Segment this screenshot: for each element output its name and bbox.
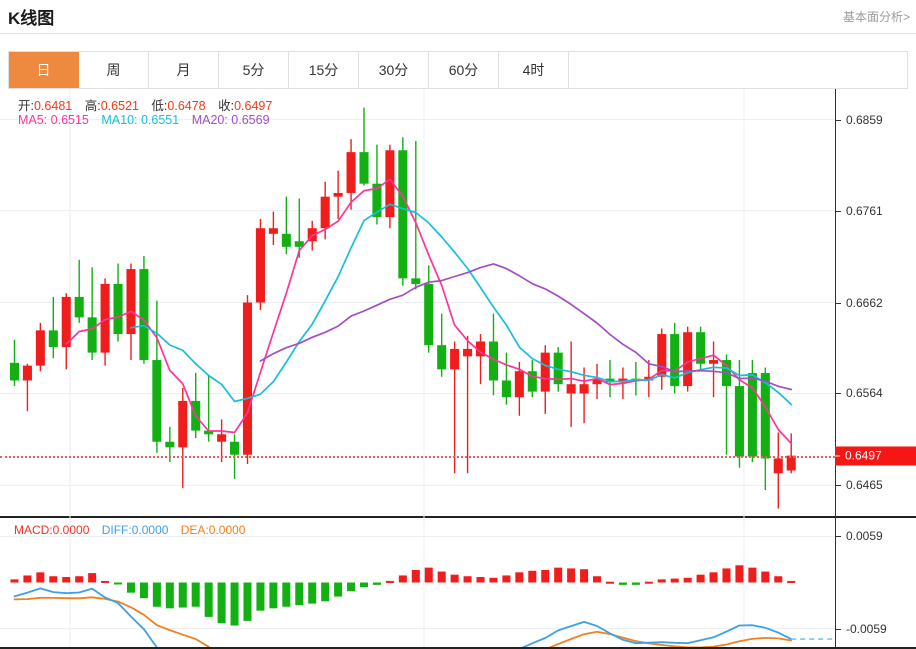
macd-axis: 0.0059 -0.0059 — [835, 516, 916, 649]
price-axis: 0.6859 0.6761 0.6662 0.6564 0.6465 — [835, 89, 916, 516]
ma5-legend-value: MA5: 0.6515 — [18, 113, 89, 127]
high-value: 0.6521 — [100, 99, 139, 113]
price-axis-tick — [836, 119, 841, 121]
price-svg — [0, 89, 835, 516]
diff-legend-value: DIFF:0.0000 — [101, 523, 169, 537]
tab-0[interactable]: 日 — [9, 52, 79, 88]
price-axis-label: 0.6859 — [846, 112, 883, 127]
timeframe-tabbar: 日 周 月 5分 15分 30分 60分 4时 — [8, 51, 908, 89]
macd-axis-label: -0.0059 — [846, 621, 887, 636]
page-header: K线图 基本面分析> — [0, 0, 916, 34]
tab-label: 30分 — [378, 62, 409, 78]
low-value: 0.6478 — [167, 99, 206, 113]
tab-label: 月 — [176, 62, 191, 78]
current-price-line — [0, 455, 835, 458]
tab-label: 周 — [106, 62, 121, 78]
price-panel: 开:0.6481 高:0.6521 低:0.6478 收:0.6497 MA5:… — [0, 89, 916, 516]
tab-2[interactable]: 月 — [149, 52, 219, 88]
fundamental-analysis-link[interactable]: 基本面分析> — [842, 10, 910, 24]
price-axis-tick — [836, 302, 841, 304]
tab-3[interactable]: 5分 — [219, 52, 289, 88]
current-price-value: 0.6497 — [845, 448, 882, 463]
tab-4[interactable]: 15分 — [289, 52, 359, 88]
price-axis-label: 0.6465 — [846, 478, 883, 493]
dea-legend-value: DEA:0.0000 — [180, 523, 246, 537]
tab-6[interactable]: 60分 — [429, 52, 499, 88]
macd-panel: MACD:0.0000 DIFF:0.0000 DEA:0.0000 0.005… — [0, 516, 916, 649]
price-axis-label: 0.6662 — [846, 295, 883, 310]
tab-label: 60分 — [448, 62, 479, 78]
close-value: 0.6497 — [234, 99, 273, 113]
ma20-legend-value: MA20: 0.6569 — [191, 113, 270, 127]
tab-label: 4时 — [522, 62, 545, 78]
high-label: 高: — [84, 99, 101, 113]
macd-axis-tick — [836, 536, 841, 538]
price-axis-label: 0.6761 — [846, 203, 883, 218]
price-axis-label: 0.6564 — [846, 386, 883, 401]
ma-legend: MA5: 0.6515 MA10: 0.6551 MA20: 0.6569 — [18, 113, 279, 127]
current-price-tag: 0.6497 — [835, 446, 916, 466]
price-axis-tick — [836, 210, 841, 212]
macd-legend: MACD:0.0000 DIFF:0.0000 DEA:0.0000 — [14, 523, 254, 537]
ma10-legend-value: MA10: 0.6551 — [101, 113, 180, 127]
tab-5[interactable]: 30分 — [359, 52, 429, 88]
ohlc-legend: 开:0.6481 高:0.6521 低:0.6478 收:0.6497 — [18, 95, 281, 114]
macd-axis-label: 0.0059 — [846, 529, 883, 544]
macd-bottom-rule — [0, 647, 916, 649]
close-label: 收: — [218, 99, 235, 113]
page-title: K线图 — [8, 9, 55, 28]
tab-label: 15分 — [308, 62, 339, 78]
tab-label: 日 — [36, 62, 51, 78]
macd-plot-area[interactable] — [0, 516, 835, 649]
macd-svg — [0, 516, 835, 649]
open-value: 0.6481 — [33, 99, 73, 113]
tab-7[interactable]: 4时 — [499, 52, 569, 88]
panel-divider — [0, 516, 916, 518]
price-plot-area[interactable] — [0, 89, 835, 516]
price-axis-tick — [836, 485, 841, 487]
kline-chart: 开:0.6481 高:0.6521 低:0.6478 收:0.6497 MA5:… — [0, 89, 916, 649]
tab-1[interactable]: 周 — [79, 52, 149, 88]
tabbar-filler — [569, 52, 907, 88]
macd-legend-value: MACD:0.0000 — [14, 523, 90, 537]
low-label: 低: — [151, 99, 168, 113]
price-tag-tick — [835, 455, 840, 457]
open-label: 开: — [18, 99, 34, 113]
tab-label: 5分 — [242, 62, 265, 78]
macd-axis-tick — [836, 628, 841, 630]
price-axis-tick — [836, 393, 841, 395]
